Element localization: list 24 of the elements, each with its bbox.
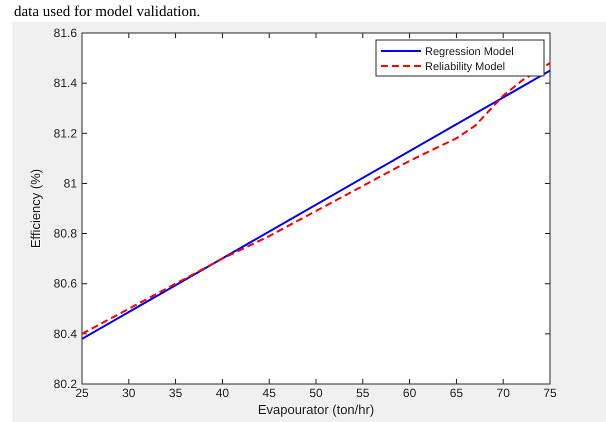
x-tick-label: 45 <box>262 386 276 400</box>
text: data used for model validation. <box>14 4 200 20</box>
legend-label: Reliability Model <box>425 61 506 73</box>
y-tick-label: 80.2 <box>54 377 78 391</box>
x-axis-title: Evapourator (ton/hr) <box>258 402 374 417</box>
x-tick-label: 30 <box>122 386 136 400</box>
y-axis-title: Efficiency (%) <box>28 168 43 248</box>
y-tick-label: 81.4 <box>54 76 78 90</box>
x-tick-label: 70 <box>496 386 510 400</box>
y-tick-label: 81 <box>64 176 78 190</box>
x-tick-label: 55 <box>356 386 370 400</box>
y-tick-label: 81.6 <box>54 26 78 40</box>
y-tick-label: 80.4 <box>54 326 78 341</box>
x-tick-label: 50 <box>309 386 323 400</box>
y-tick-label: 81.2 <box>54 126 78 140</box>
x-tick-label: 40 <box>216 386 230 400</box>
x-tick-label: 60 <box>402 386 417 400</box>
y-tick-label: 80.6 <box>54 276 78 291</box>
legend-label: Regression Model <box>425 46 514 58</box>
x-tick-label: 25 <box>75 386 89 400</box>
x-tick-label: 75 <box>543 386 557 400</box>
y-tick-label: 80.8 <box>54 226 78 241</box>
x-tick-label: 35 <box>168 386 183 400</box>
x-tick-label: 65 <box>450 386 464 400</box>
